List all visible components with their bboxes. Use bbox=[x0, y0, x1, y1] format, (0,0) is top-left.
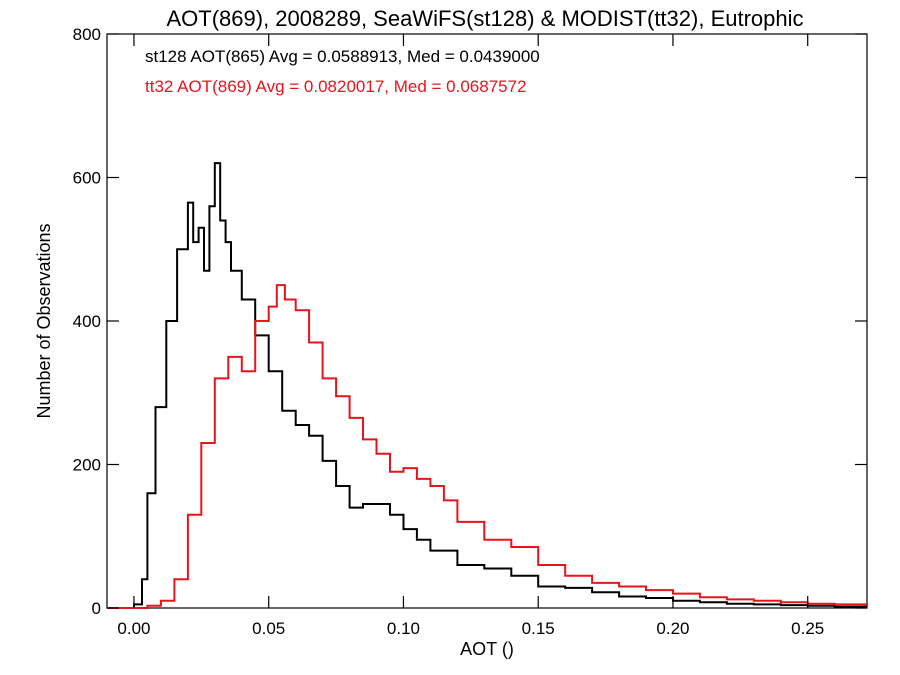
x-tick-label: 0.10 bbox=[387, 619, 420, 638]
y-tick-label: 800 bbox=[73, 25, 101, 44]
chart-title: AOT(869), 2008289, SeaWiFS(st128) & MODI… bbox=[166, 6, 803, 31]
y-tick-label: 200 bbox=[73, 456, 101, 475]
annotation-st128-stats: st128 AOT(865) Avg = 0.0588913, Med = 0.… bbox=[145, 47, 540, 66]
histogram-series-2 bbox=[107, 284, 868, 609]
x-tick-label: 0.00 bbox=[117, 619, 150, 638]
y-tick-label: 600 bbox=[73, 169, 101, 188]
plot-frame bbox=[106, 33, 868, 609]
y-tick-label: 0 bbox=[92, 599, 101, 618]
annotation-tt32-stats: tt32 AOT(869) Avg = 0.0820017, Med = 0.0… bbox=[145, 77, 527, 96]
x-axis-label: AOT () bbox=[460, 639, 514, 659]
x-tick-label: 0.25 bbox=[791, 619, 824, 638]
histogram-series-1 bbox=[107, 162, 867, 609]
x-tick-label: 0.15 bbox=[522, 619, 555, 638]
y-axis-label: Number of Observations bbox=[34, 223, 54, 418]
x-tick-label: 0.05 bbox=[252, 619, 285, 638]
y-tick-label: 400 bbox=[73, 312, 101, 331]
x-tick-label: 0.20 bbox=[656, 619, 689, 638]
ticks-layer: 0.00 0.05 0.10 0.15 0.20 0.25 0 200 400 600 800 bbox=[73, 25, 867, 638]
series-layer bbox=[107, 162, 868, 609]
